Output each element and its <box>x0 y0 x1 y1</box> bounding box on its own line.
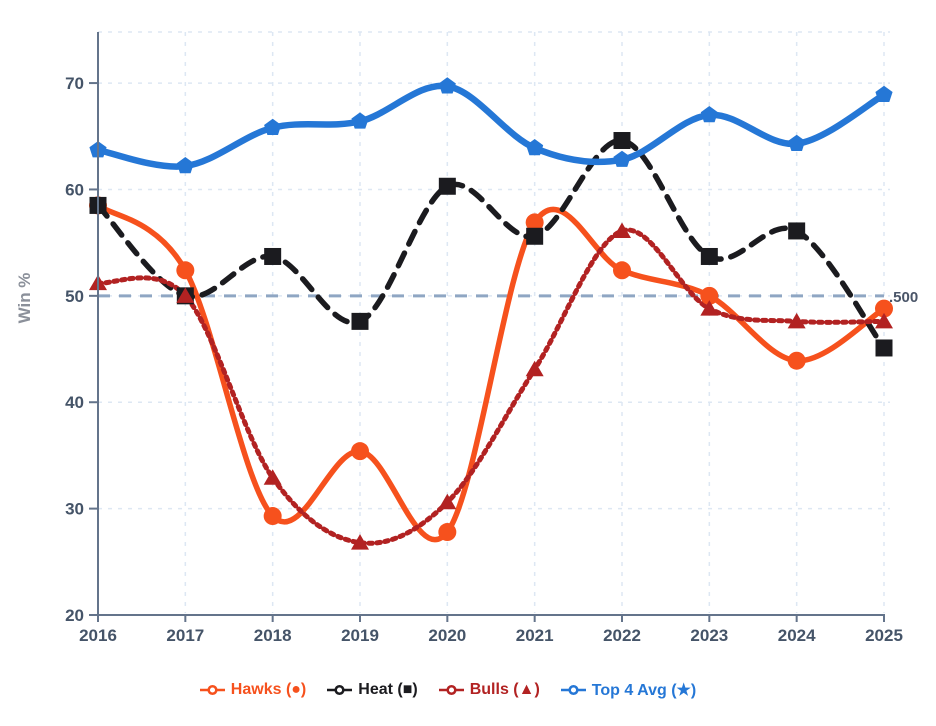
legend-line-marker-icon <box>438 684 464 696</box>
marker-bulls <box>351 534 369 550</box>
x-tick-label: 2019 <box>341 626 379 645</box>
marker-heat <box>875 339 893 357</box>
legend-line-marker-icon <box>560 684 586 696</box>
marker-heat <box>613 132 631 150</box>
marker-hawks <box>438 523 457 542</box>
legend-label: Heat (■) <box>358 681 418 698</box>
series-line-top-4-avg <box>94 82 888 170</box>
marker-top-4-avg <box>264 118 282 135</box>
axis-spines <box>97 32 885 622</box>
marker-hawks <box>176 261 195 280</box>
y-axis-title: Win % <box>15 273 34 324</box>
marker-top-4-avg <box>438 77 456 94</box>
x-tick-label: 2023 <box>690 626 728 645</box>
x-tick-label: 2022 <box>603 626 641 645</box>
marker-hawks <box>875 299 893 318</box>
marker-hawks <box>700 286 719 305</box>
x-tick-label: 2020 <box>428 626 466 645</box>
series-line-heat <box>95 137 887 351</box>
marker-heat <box>788 222 806 240</box>
marker-hawks <box>787 351 806 370</box>
series-line-bulls <box>95 227 887 546</box>
legend-label: Bulls (▲) <box>469 681 540 698</box>
y-tick-label: 20 <box>65 606 84 625</box>
x-tick-label: 2017 <box>166 626 204 645</box>
y-tick-label: 30 <box>65 500 84 519</box>
legend-item-top-4-avg[interactable]: Top 4 Avg (★) <box>560 680 697 700</box>
series-line-hawks <box>95 202 887 543</box>
marker-bulls <box>875 312 893 329</box>
marker-bulls <box>525 360 544 377</box>
plot-area: .500 2016 2017 2018 2019 2020 2021 2022 2023 2024… <box>15 31 918 645</box>
marker-heat <box>526 227 544 245</box>
marker-bulls <box>787 312 806 329</box>
marker-heat <box>264 247 282 265</box>
marker-top-4-avg <box>176 157 194 174</box>
legend-label: Hawks (●) <box>230 681 307 698</box>
marker-top-4-avg <box>526 139 544 156</box>
y-tick-label: 70 <box>65 74 84 93</box>
marker-bulls <box>263 469 282 485</box>
x-tick-label: 2024 <box>778 626 816 645</box>
legend-item-hawks[interactable]: Hawks (●) <box>199 681 307 699</box>
reference-line-label: .500 <box>889 289 918 306</box>
marker-top-4-avg <box>788 134 806 151</box>
legend: Hawks (●) Heat (■) Bulls (▲) Top 4 Avg (★) <box>0 668 896 712</box>
marker-heat <box>700 247 718 265</box>
marker-bulls <box>700 300 719 316</box>
marker-heat <box>351 312 369 330</box>
legend-item-bulls[interactable]: Bulls (▲) <box>438 681 540 699</box>
marker-hawks <box>613 261 631 280</box>
marker-top-4-avg <box>351 112 369 129</box>
marker-hawks <box>525 213 544 232</box>
marker-heat <box>438 177 456 195</box>
y-tick-label: 40 <box>65 393 84 412</box>
x-tick-label: 2025 <box>865 626 903 645</box>
legend-line-marker-icon <box>199 684 225 696</box>
x-tick-label: 2021 <box>516 626 554 645</box>
legend-label: Top 4 Avg (★) <box>591 682 697 699</box>
marker-top-4-avg <box>875 85 893 102</box>
marker-bulls <box>438 493 457 510</box>
legend-line-marker-icon <box>327 684 353 696</box>
marker-bulls <box>176 287 195 303</box>
marker-top-4-avg <box>700 106 718 123</box>
marker-top-4-avg <box>613 150 631 167</box>
y-tick-label: 60 <box>65 180 84 199</box>
y-tick-label: 50 <box>65 287 84 306</box>
marker-bulls <box>613 222 631 238</box>
x-tick-label: 2018 <box>254 626 292 645</box>
marker-hawks <box>263 507 282 526</box>
legend-item-heat[interactable]: Heat (■) <box>327 681 418 699</box>
marker-hawks <box>351 442 369 461</box>
x-tick-label: 2016 <box>79 626 117 645</box>
